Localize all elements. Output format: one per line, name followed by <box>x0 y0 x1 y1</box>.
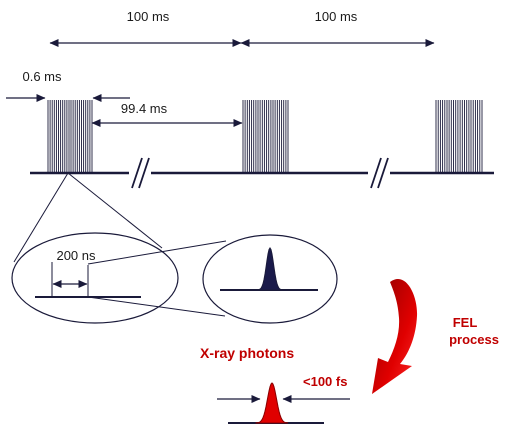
period-2-label: 100 ms <box>315 9 358 24</box>
process-label: process <box>449 332 499 347</box>
xray-photons-label: X-ray photons <box>200 345 294 361</box>
zoom-lines-1 <box>13 172 163 263</box>
fel-process-arrow <box>372 278 418 394</box>
zoom-lines-2 <box>87 240 227 317</box>
gap-dimension: 99.4 ms <box>91 101 243 127</box>
pulse-length-label: <100 fs <box>303 374 347 389</box>
axis-break-2 <box>368 157 390 189</box>
train-length-dimension: 0.6 ms <box>6 69 130 102</box>
period-arrows: 100 ms 100 ms <box>49 9 435 47</box>
fel-label: FEL <box>453 315 478 330</box>
pulse-train-3 <box>435 100 483 173</box>
pulse-train-2 <box>242 100 289 173</box>
train-length-label: 0.6 ms <box>22 69 62 84</box>
bunch-spacing-label: 200 ns <box>56 248 96 263</box>
zoom-ellipse-bunches <box>11 232 179 324</box>
gap-label: 99.4 ms <box>121 101 168 116</box>
period-1-label: 100 ms <box>127 9 170 24</box>
bunch-detail: 200 ns <box>35 248 141 298</box>
xray-pulse <box>255 382 289 424</box>
single-bunch-pulse <box>255 247 285 291</box>
zoom-ellipse-bunch <box>202 234 338 324</box>
pulse-train-1 <box>47 100 93 173</box>
axis-break-1 <box>129 157 151 189</box>
